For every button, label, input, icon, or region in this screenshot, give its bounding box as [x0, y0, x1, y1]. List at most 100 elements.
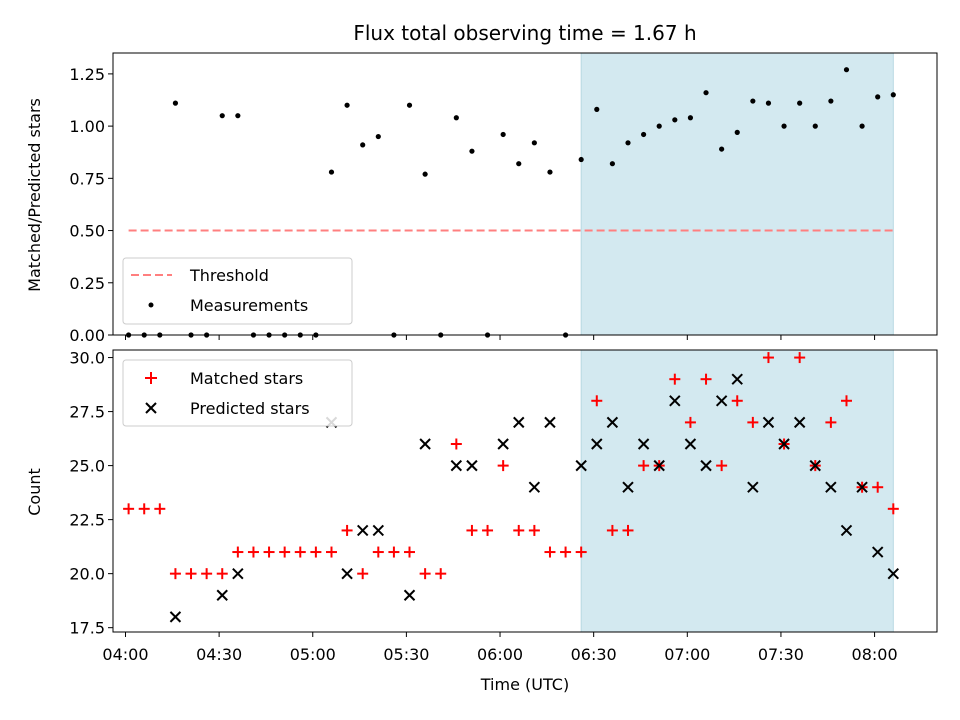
bottom-panel: 17.5 20.0 22.5 25.0 27.5 30.0 04:00 04:30 05:00… [25, 349, 938, 694]
matched-star-marker [185, 568, 197, 580]
matched-star-marker [450, 438, 462, 450]
measurement-point [875, 94, 881, 100]
top-legend-box [122, 257, 353, 325]
measurement-point [453, 115, 459, 121]
measurement-point [328, 169, 335, 175]
matched-star-marker [669, 373, 681, 385]
x-tick-label: 08:00 [852, 645, 898, 664]
predicted-star-marker [840, 524, 853, 537]
matched-star-marker [201, 568, 213, 580]
bottom-legend: Matched stars Predicted stars [122, 359, 353, 427]
measurement-point [625, 140, 631, 146]
matched-star-marker [762, 352, 774, 364]
measurements-legend-label: Measurements [190, 296, 308, 315]
y-tick-label: 0.00 [69, 326, 105, 345]
measurement-point [687, 115, 694, 121]
x-tick-label: 04:00 [102, 645, 148, 664]
bottom-x-ticks: 04:00 04:30 05:00 05:30 06:00 06:30 07:00 07:30… [102, 632, 898, 664]
y-tick-label: 20.0 [69, 565, 105, 584]
matched-star-marker [716, 460, 728, 472]
x-axis-label: Time (UTC) [480, 675, 569, 694]
matched-star-marker [544, 546, 556, 558]
measurement-point [781, 123, 787, 129]
measurement-point [890, 92, 896, 98]
predicted-star-marker [778, 438, 790, 450]
observing-window-shade-bottom [580, 349, 894, 633]
predicted-star-marker [809, 459, 821, 472]
matched-star-marker [684, 416, 696, 428]
matched-star-marker [747, 416, 759, 428]
measurement-point [547, 169, 553, 175]
predicted-star-marker [528, 481, 541, 493]
measurement-point [344, 102, 350, 108]
x-tick-label: 06:30 [571, 645, 617, 664]
measurement-point [765, 100, 772, 106]
matched-star-marker [294, 546, 306, 558]
y-tick-label: 0.75 [69, 169, 105, 188]
predicted-star-marker [372, 524, 385, 537]
top-plot-area [126, 67, 896, 338]
y-tick-label: 1.25 [69, 65, 105, 84]
measurement-point [594, 106, 600, 112]
matched-star-marker [825, 416, 837, 428]
predicted-star-marker [497, 438, 509, 450]
measurement-point [375, 133, 381, 140]
measurement-point [703, 90, 709, 96]
measurement-point [469, 148, 475, 154]
bottom-y-axis-label: Count [25, 468, 44, 516]
predicted-star-marker [856, 481, 868, 493]
predicted-star-marker [575, 459, 587, 472]
matched-star-marker [591, 395, 603, 407]
x-tick-label: 04:30 [196, 645, 242, 664]
matched-star-marker [560, 546, 572, 558]
matched-star-marker [216, 568, 228, 580]
threshold-legend-label: Threshold [189, 266, 269, 285]
measurement-point [516, 161, 522, 167]
predicted-star-marker [684, 438, 697, 450]
measurement-point [500, 131, 506, 138]
predicted-star-marker [403, 589, 416, 601]
y-tick-label: 30.0 [69, 349, 105, 368]
predicted-star-marker [669, 395, 681, 407]
measurement-point [859, 123, 865, 129]
predicted-star-marker [544, 416, 556, 429]
matched-star-marker [731, 395, 743, 407]
matched-star-marker [887, 503, 899, 515]
predicted-star-marker [622, 481, 634, 493]
measurement-point [219, 113, 225, 119]
predicted-star-marker [747, 481, 759, 493]
measurement-point [609, 161, 615, 167]
measurement-point [172, 100, 179, 106]
matched-star-marker [513, 524, 525, 536]
matched-star-marker [700, 373, 712, 385]
matched-star-marker [482, 524, 494, 536]
matched-star-marker [232, 546, 244, 558]
y-tick-label: 17.5 [69, 619, 105, 638]
matched-star-marker [388, 546, 400, 558]
measurement-point [812, 123, 818, 129]
matched-star-marker [840, 395, 852, 407]
predicted-star-marker [169, 611, 182, 623]
measurement-point [734, 129, 740, 135]
measurement-point [360, 142, 366, 148]
matched-star-marker [357, 568, 369, 580]
matched-star-marker [247, 546, 259, 558]
y-tick-label: 25.0 [69, 457, 105, 476]
matched-star-marker [794, 352, 806, 364]
measurement-point [672, 117, 678, 123]
measurement-point [422, 171, 428, 177]
top-y-axis-label: Matched/Predicted stars [25, 98, 44, 292]
measurement-point [750, 98, 756, 104]
matched-star-marker [419, 568, 431, 580]
y-tick-label: 1.00 [69, 117, 105, 136]
top-y-ticks: 0.00 0.25 0.50 0.75 1.00 1.25 [69, 65, 113, 345]
predicted-star-marker [871, 546, 884, 558]
predicted-star-marker [216, 589, 228, 601]
predicted-star-marker [637, 438, 650, 450]
matched-star-marker [528, 524, 540, 536]
matched-star-marker [154, 503, 166, 515]
matched-star-marker [372, 546, 384, 558]
predicted-star-marker [606, 416, 619, 429]
y-tick-label: 27.5 [69, 403, 105, 422]
